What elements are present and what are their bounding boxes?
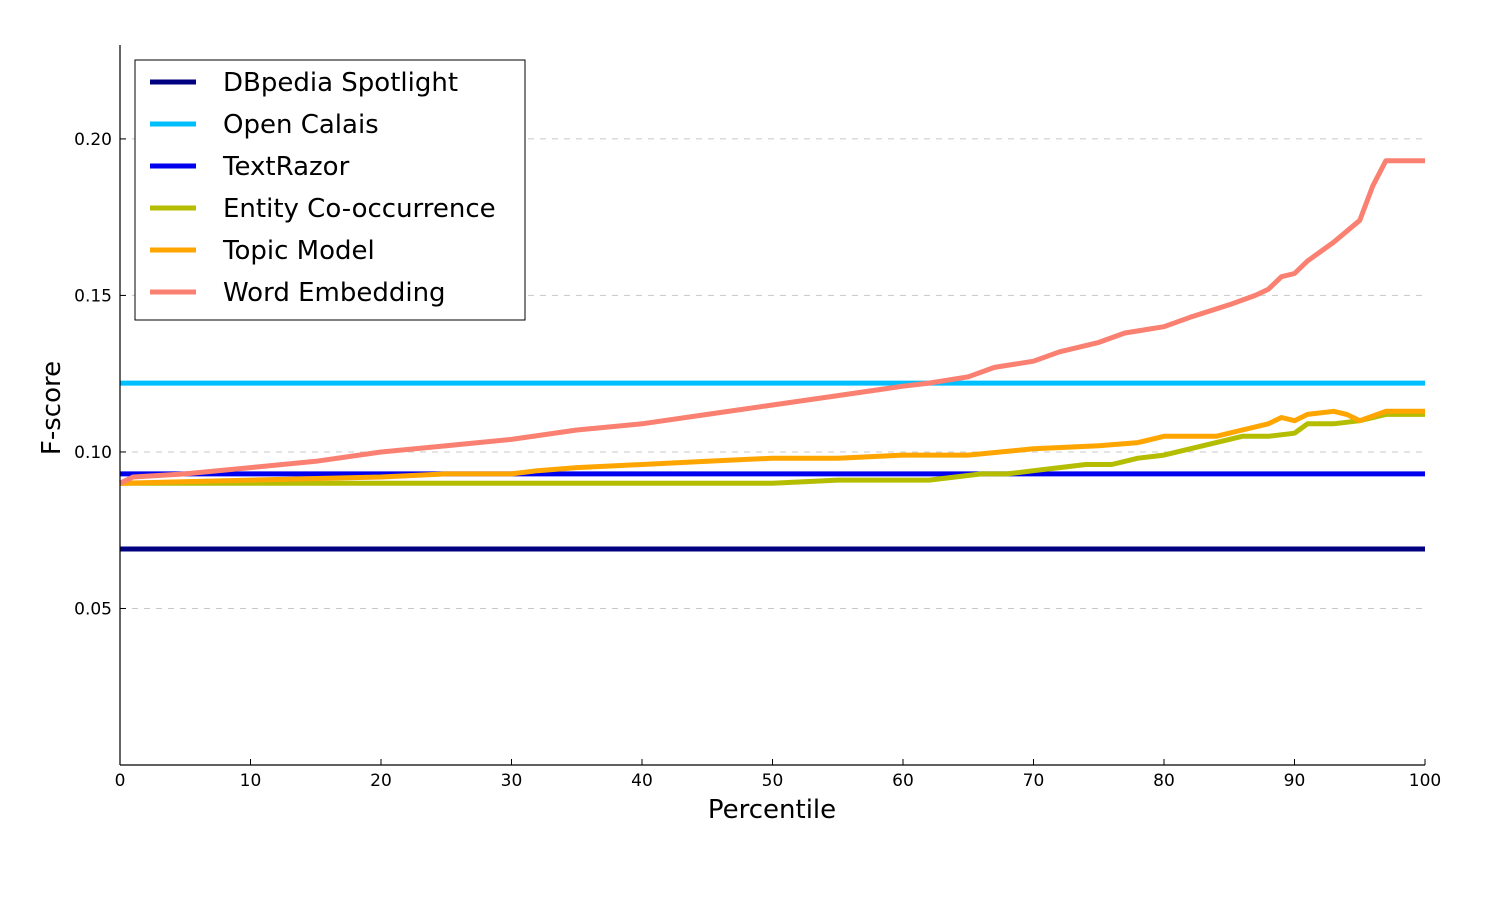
legend-label-entity-co-occurrence: Entity Co-occurrence	[223, 194, 496, 224]
x-axis-title: Percentile	[708, 795, 836, 825]
x-tick-label: 70	[1023, 771, 1045, 791]
x-tick-label: 60	[892, 771, 914, 791]
x-tick-label: 80	[1153, 771, 1175, 791]
legend-label-word-embedding: Word Embedding	[223, 278, 446, 308]
legend-label-open-calais: Open Calais	[223, 110, 379, 140]
x-tick-label: 20	[370, 771, 392, 791]
x-tick-label: 100	[1409, 771, 1441, 791]
y-ticks: 0.05 0.10 0.15 0.20	[74, 130, 126, 619]
legend-label-topic-model: Topic Model	[222, 236, 375, 266]
y-tick-label: 0.10	[74, 443, 112, 463]
legend-label-textrazor: TextRazor	[222, 152, 350, 182]
series-line-topic-model	[119, 408, 1425, 486]
legend-box	[134, 59, 526, 321]
y-tick-label: 0.20	[74, 130, 112, 150]
x-tick-label: 10	[240, 771, 262, 791]
x-ticks: 0 10 20 30 40 50 60 70 80 90 100	[115, 759, 1441, 791]
series-line-entity-co-occurrence	[120, 411, 1425, 486]
legend-label-dbpedia-spotlight: DBpedia Spotlight	[223, 68, 458, 98]
series-lines	[118, 158, 1425, 552]
x-tick-label: 0	[115, 771, 126, 791]
y-tick-label: 0.15	[74, 286, 112, 306]
y-tick-label: 0.05	[74, 599, 112, 619]
y-axis-title: F-score	[37, 361, 67, 455]
series-line-word-embedding	[118, 158, 1425, 486]
x-tick-label: 90	[1284, 771, 1306, 791]
x-tick-label: 30	[501, 771, 523, 791]
x-tick-label: 40	[631, 771, 653, 791]
legend: DBpedia Spotlight Open Calais TextRazor Ent…	[134, 59, 526, 321]
x-tick-label: 50	[762, 771, 784, 791]
